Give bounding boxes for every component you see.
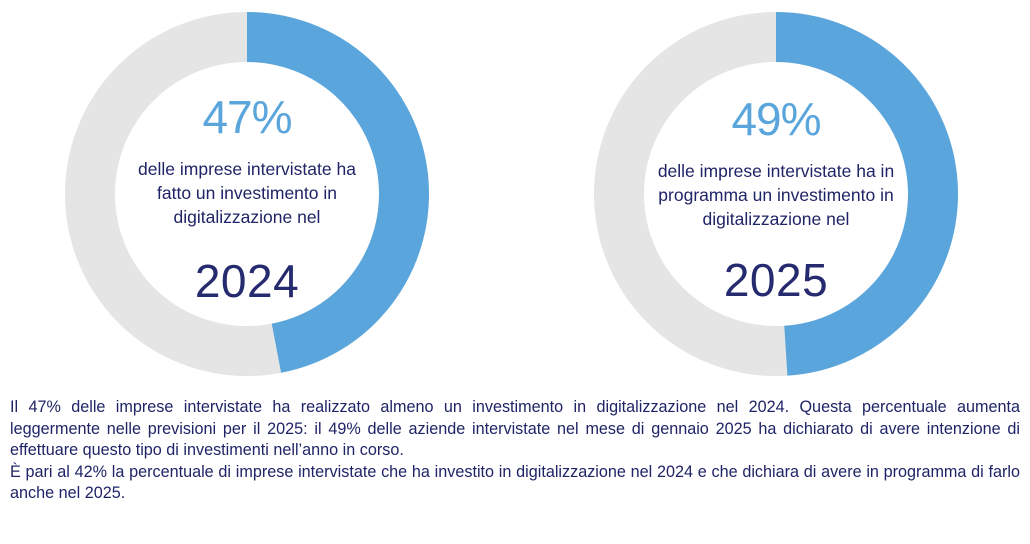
donut-year-2025: 2025: [723, 254, 829, 306]
donut-chart-2025: 49% delle imprese intervistate ha in pro…: [594, 12, 958, 376]
donut-description-2024: delle imprese intervistate ha fatto un i…: [138, 159, 356, 227]
summary-paragraph-2: È pari al 42% la percentuale di imprese …: [10, 462, 1020, 503]
summary-paragraph-1: Il 47% delle imprese intervistate ha rea…: [10, 398, 1020, 459]
donut-percentage-2024: 47%: [202, 91, 292, 143]
donut-chart-2024: 47% delle imprese intervistate ha fatto …: [65, 12, 429, 376]
donut-year-2024: 2024: [194, 255, 300, 307]
donut-segment-2025: [775, 12, 958, 376]
donut-center-2024: 47% delle imprese intervistate ha fatto …: [65, 12, 429, 376]
donut-description-2025: delle imprese intervistate ha in program…: [657, 161, 895, 229]
donut-percentage-2025: 49%: [731, 93, 821, 145]
donut-center-2025: 49% delle imprese intervistate ha in pro…: [594, 12, 958, 376]
summary-text: Il 47% delle imprese intervistate ha rea…: [10, 397, 1020, 505]
donut-svg-2024: [65, 12, 429, 376]
donut-segment-2024: [246, 12, 429, 373]
donut-svg-2025: [594, 12, 958, 376]
